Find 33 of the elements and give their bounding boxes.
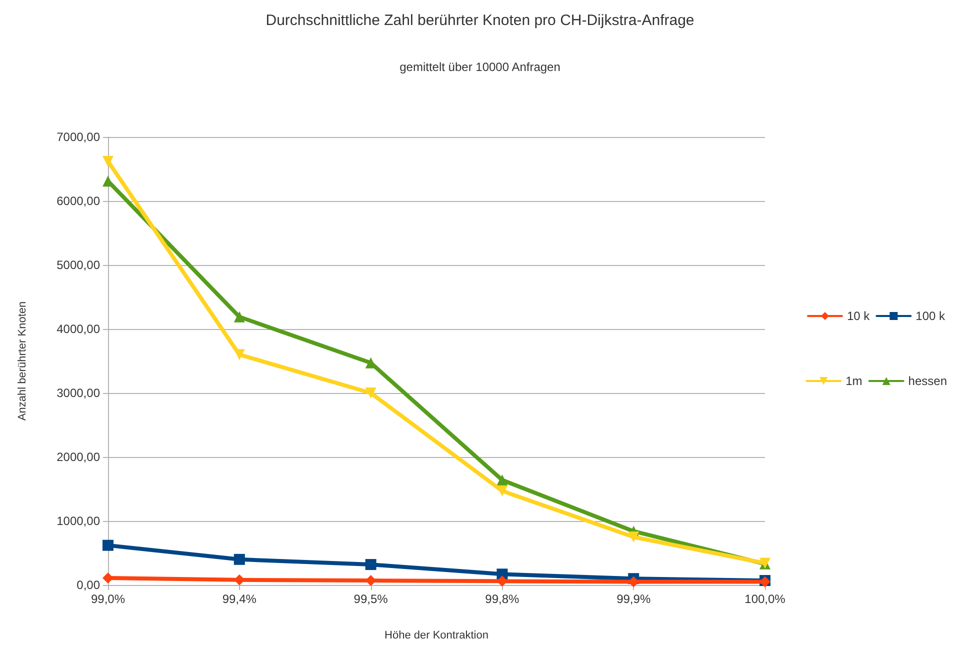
y-tick-label: 4000,00 — [56, 322, 100, 336]
x-tick-label: 99,0% — [90, 592, 126, 606]
point — [102, 156, 114, 167]
point — [628, 532, 640, 542]
point — [102, 540, 114, 551]
point — [496, 474, 508, 486]
point — [496, 485, 508, 496]
x-tick-label: 100,0% — [744, 592, 786, 606]
point — [234, 311, 245, 322]
legend-label: 100 k — [916, 309, 946, 323]
point — [234, 554, 245, 565]
y-tick-label: 5000,00 — [56, 258, 100, 272]
legend-label: hessen — [908, 374, 948, 388]
y-tick-label: 0,00 — [76, 578, 100, 592]
chart-subtitle: gemittelt über 10000 Anfragen — [400, 60, 560, 74]
point — [234, 349, 245, 360]
y-tick-label: 3000,00 — [56, 386, 100, 400]
y-tick-label: 2000,00 — [56, 450, 100, 464]
legend-label: 10 k — [846, 309, 871, 323]
point — [365, 388, 376, 398]
point — [365, 559, 376, 570]
x-tick-label: 99,8% — [485, 592, 520, 606]
point — [102, 572, 114, 584]
x-tick-label: 99,4% — [222, 592, 257, 606]
y-tick-label: 7000,00 — [56, 130, 100, 144]
x-tick-label: 99,9% — [616, 592, 651, 606]
y-tick-label: 1000,00 — [56, 514, 100, 528]
chart-title: Durchschnittliche Zahl berührter Knoten pro CH-Dijkstra-Anfrage — [266, 12, 694, 29]
x-axis-title: Höhe der Kontraktion — [384, 630, 488, 642]
x-tick-label: 99,5% — [354, 592, 388, 606]
legend-label: 1m — [846, 374, 862, 388]
y-tick-label: 6000,00 — [56, 194, 100, 208]
y-axis-title: Anzahl berührter Knoten — [16, 301, 28, 421]
